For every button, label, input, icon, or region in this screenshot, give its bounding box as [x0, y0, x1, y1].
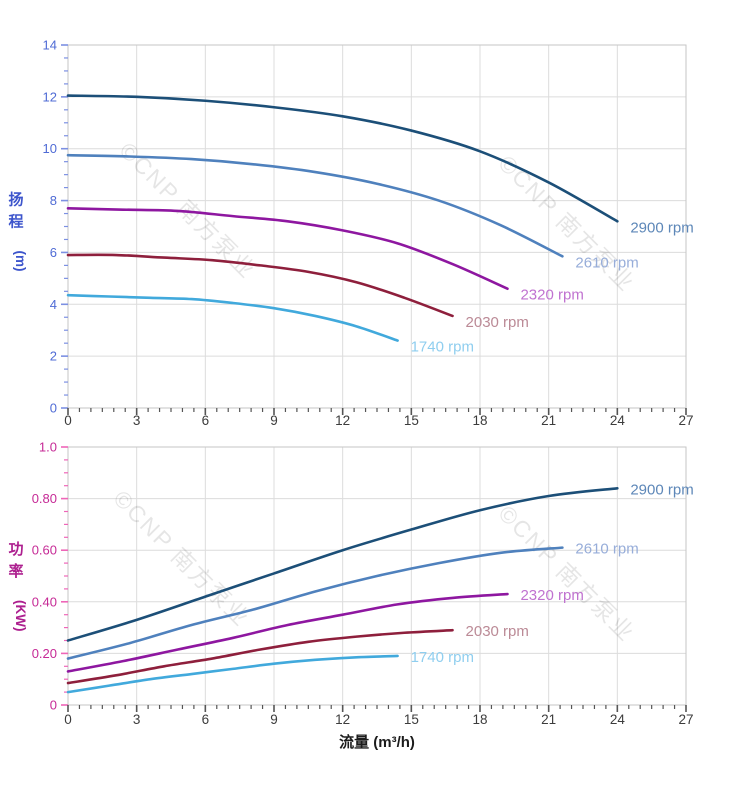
x-tick-label: 18 [472, 712, 487, 727]
y-axis-title-char: 功 [8, 541, 23, 558]
x-axis: 0 3 6 9 12 15 18 21 24 27 [64, 408, 694, 428]
y-tick-label: 4 [50, 297, 57, 312]
y-tick-label: 8 [50, 193, 57, 208]
x-tick-label: 9 [270, 413, 278, 428]
x-tick-label: 24 [610, 413, 626, 428]
x-tick-label: 18 [472, 413, 487, 428]
series-path-2610-rpm [66, 546, 564, 660]
series-path-2320-rpm [66, 207, 509, 291]
x-tick-label: 3 [133, 413, 141, 428]
series-label-2610-rpm: 2610 rpm [575, 254, 638, 271]
y-axis-unit: (KW) [13, 600, 28, 631]
series-label-1740-rpm: 1740 rpm [411, 339, 474, 356]
y-axis-title: 功率 (KW) [8, 541, 28, 631]
x-tick-label: 6 [202, 712, 210, 727]
y-tick-label: 14 [43, 38, 57, 53]
y-axis-title: 扬程 (m) [8, 191, 28, 272]
series-label-2320-rpm: 2320 rpm [520, 287, 583, 304]
y-axis-title-char: 率 [8, 562, 23, 580]
series-path-1740-rpm [66, 654, 399, 694]
series-label-2900-rpm: 2900 rpm [630, 219, 693, 236]
x-tick-label: 21 [541, 712, 556, 727]
y-tick-label: 1.0 [39, 440, 57, 455]
series-path-2030-rpm [66, 628, 454, 685]
watermark-text: ©CNP 南方泵业 [108, 485, 255, 632]
x-tick-label: 24 [610, 712, 626, 727]
x-tick-label: 0 [64, 413, 72, 428]
series-label-2030-rpm: 2030 rpm [466, 314, 529, 331]
x-tick-label: 3 [133, 712, 141, 727]
series-path-2900-rpm [66, 94, 619, 223]
x-tick-label: 9 [270, 712, 278, 727]
series-path-1740-rpm [66, 293, 399, 342]
x-tick-label: 21 [541, 413, 556, 428]
x-axis-title: 流量 (m³/h) [339, 733, 415, 751]
y-axis-title-char: 扬 [8, 191, 23, 209]
x-tick-label: 15 [404, 413, 419, 428]
x-tick-label: 6 [202, 413, 210, 428]
x-tick-label: 12 [335, 413, 350, 428]
plot-border [67, 44, 687, 409]
series-path-2030-rpm [66, 253, 454, 318]
y-tick-label: 0.60 [32, 543, 57, 558]
y-tick-label: 0.80 [32, 491, 57, 506]
grid [67, 44, 687, 409]
x-tick-label: 15 [404, 712, 419, 727]
y-tick-label: 12 [43, 89, 57, 104]
series-label-2900-rpm: 2900 rpm [630, 481, 693, 498]
x-axis: 0 3 6 9 12 15 18 21 24 27 [64, 705, 694, 727]
y-tick-label: 0.40 [32, 594, 57, 609]
x-tick-label: 27 [678, 712, 693, 727]
y-tick-label: 10 [43, 141, 57, 156]
x-tick-label: 12 [335, 712, 350, 727]
y-tick-label: 6 [50, 245, 57, 260]
y-tick-label: 0.20 [32, 646, 57, 661]
series-path-2900-rpm [66, 486, 619, 642]
series-label-1740-rpm: 1740 rpm [411, 649, 474, 666]
x-tick-label: 27 [678, 413, 693, 428]
y-axis-title-char: 程 [8, 214, 23, 231]
y-axis: 0 0.20 0.40 0.60 0.80 1.0 [32, 440, 68, 713]
series-path-2610-rpm [66, 153, 564, 258]
series-label-2030-rpm: 2030 rpm [466, 623, 529, 640]
series-label-2610-rpm: 2610 rpm [575, 541, 638, 558]
y-tick-label: 0 [50, 401, 57, 416]
series-label-2320-rpm: 2320 rpm [520, 587, 583, 604]
watermark-text: ©CNP 南方泵业 [493, 150, 640, 297]
series-path-2320-rpm [66, 592, 509, 673]
y-axis: 0 2 4 6 8 10 12 14 [43, 38, 68, 416]
y-axis-unit: (m) [13, 251, 28, 272]
x-tick-label: 0 [64, 712, 72, 727]
y-tick-label: 0 [50, 698, 57, 713]
y-tick-label: 2 [50, 349, 57, 364]
